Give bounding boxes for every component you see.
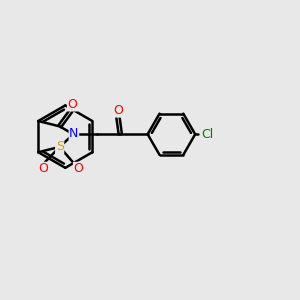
- Text: O: O: [113, 104, 123, 117]
- Text: O: O: [74, 162, 83, 176]
- Text: N: N: [69, 127, 79, 140]
- Text: O: O: [38, 162, 48, 176]
- Text: Cl: Cl: [202, 128, 214, 141]
- Text: S: S: [56, 140, 64, 153]
- Text: O: O: [68, 98, 77, 111]
